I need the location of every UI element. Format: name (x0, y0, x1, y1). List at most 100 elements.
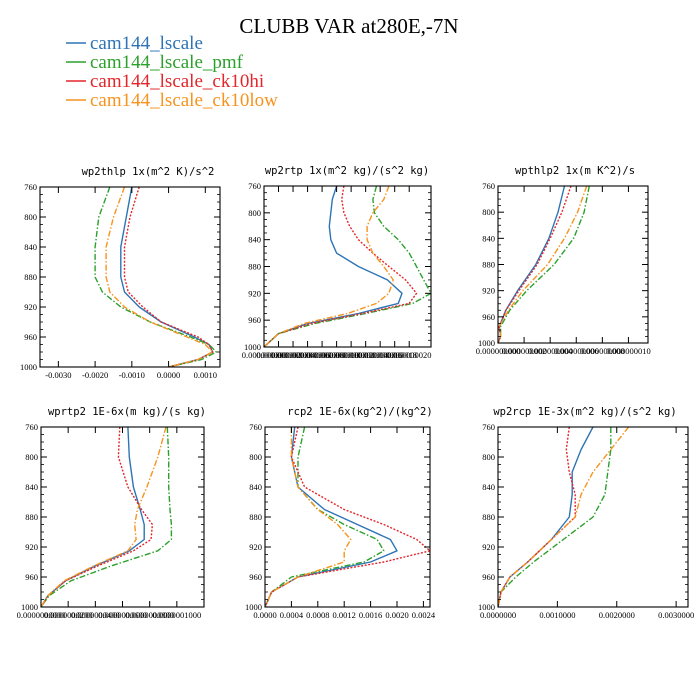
y-tick-label: 1000 (21, 602, 38, 612)
y-tick-label: 880 (25, 512, 38, 522)
panel-title: wp2rcp 1E-3x(m^2 kg)/(s^2 kg) (493, 406, 676, 418)
plot-frame (263, 185, 432, 348)
x-tick-label: 0.000000000 (242, 350, 287, 360)
y-tick-label: 760 (24, 182, 37, 192)
x-tick-label: 0.000000010 (606, 346, 651, 356)
y-tick-label: 1000 (20, 362, 37, 372)
y-tick-label: 960 (25, 572, 38, 582)
x-tick-label: 0.0000 (157, 370, 180, 380)
x-tick-label: 0.0004 (280, 610, 304, 620)
panel-3: wpthlp2 1x(m K^2)/s 760 800 840 880 920 960 100… (476, 165, 651, 356)
legend-item: cam144_lscale (66, 33, 203, 54)
series-line (498, 186, 588, 343)
series-line (265, 427, 430, 607)
series-line (498, 427, 576, 607)
series-line (41, 427, 173, 607)
y-tick-label: 760 (25, 422, 38, 432)
x-tick-label: 0.000000002 (502, 346, 547, 356)
x-tick-label: 0.0020000 (599, 610, 635, 620)
panel-2: wp2rtp 1x(m^2 kg)/(s^2 kg) 760 800 840 880 92… (242, 165, 432, 360)
legend-item: cam144_lscale_pmf (66, 52, 244, 73)
x-tick-label: 0.000000020 (387, 350, 432, 360)
x-tick-label: 0.0010000 (539, 610, 575, 620)
plot-frame (497, 185, 649, 344)
x-tick-label: 0.0000000200 (44, 610, 93, 620)
x-tick-label: 0.000000008 (580, 346, 625, 356)
figure-title: CLUBB VAR at280E,-7N (239, 14, 458, 38)
y-tick-label: 840 (25, 482, 38, 492)
x-tick-label: 0.000000008 (300, 350, 345, 360)
series-line (264, 186, 403, 347)
y-tick-label: 960 (248, 315, 261, 325)
x-tick-label: 0.0000000600 (98, 610, 147, 620)
y-tick-label: 760 (249, 422, 262, 432)
x-tick-label: 0.000000006 (285, 350, 330, 360)
series-line (264, 186, 431, 347)
panel-title: wp2thlp 1x(m^2 K)/s^2 (82, 166, 215, 178)
x-tick-label: 0.000000018 (372, 350, 417, 360)
y-tick-label: 840 (24, 242, 37, 252)
panel-title: wpthlp2 1x(m K^2)/s (515, 165, 635, 177)
y-tick-label: 800 (25, 452, 38, 462)
y-tick-label: 920 (25, 542, 38, 552)
y-tick-label: 920 (482, 542, 495, 552)
x-tick-label: 0.0000000 (480, 610, 516, 620)
x-tick-label: 0.0000001000 (152, 610, 201, 620)
y-tick-label: 800 (249, 452, 262, 462)
x-tick-label: -0.0020 (82, 370, 108, 380)
y-tick-label: 760 (482, 181, 495, 191)
x-tick-label: -0.0010 (119, 370, 145, 380)
y-tick-label: 800 (482, 207, 495, 217)
series-line (94, 187, 217, 367)
y-tick-label: 1000 (478, 602, 495, 612)
legend-label: cam144_lscale_ck10low (90, 90, 278, 111)
y-tick-label: 840 (482, 482, 495, 492)
series-line (265, 427, 385, 607)
x-tick-label: 0.0016 (359, 610, 382, 620)
y-tick-label: 960 (24, 332, 37, 342)
y-tick-label: 800 (24, 212, 37, 222)
series-line (498, 186, 572, 343)
y-tick-label: 1000 (244, 342, 261, 352)
y-tick-label: 1000 (478, 338, 495, 348)
x-tick-label: 0.000000010 (314, 350, 359, 360)
panel-5: rcp2 1E-6x(kg^2)/(kg^2) 760 800 840 880 920 96… (245, 406, 436, 620)
series-line (105, 187, 214, 367)
x-tick-label: 0.0010 (194, 370, 217, 380)
y-tick-label: 880 (24, 272, 37, 282)
series-line (264, 186, 418, 347)
legend-label: cam144_lscale (90, 33, 203, 54)
x-tick-label: -0.0030 (45, 370, 71, 380)
panel-6: wp2rcp 1E-3x(m^2 kg)/(s^2 kg) 760 800 840 88… (478, 406, 694, 620)
x-tick-label: 0.000000004 (271, 350, 316, 360)
x-tick-label: 0.000000014 (343, 350, 388, 360)
x-tick-label: 0.0000000400 (71, 610, 120, 620)
x-tick-label: 0.000000002 (256, 350, 301, 360)
y-tick-label: 880 (249, 512, 262, 522)
panel-4: wprtp2 1E-6x(m kg)/(s kg) 760 800 840 880 920… (17, 406, 206, 620)
x-tick-label: 0.000000006 (554, 346, 599, 356)
series-line (498, 427, 612, 607)
panel-title: wp2rtp 1x(m^2 kg)/(s^2 kg) (265, 165, 429, 177)
panel-1: wp2thlp 1x(m^2 K)/s^2 760 800 840 880 920 960 1… (20, 166, 221, 380)
y-tick-label: 960 (249, 572, 262, 582)
x-tick-label: 0.0000 (253, 610, 276, 620)
y-tick-label: 880 (248, 262, 261, 272)
y-tick-label: 840 (482, 233, 495, 243)
series-line (120, 187, 214, 367)
y-tick-label: 960 (482, 312, 495, 322)
y-tick-label: 840 (248, 235, 261, 245)
plot-frame (264, 426, 431, 608)
x-tick-label: 0.0000000000 (17, 610, 66, 620)
series-line (498, 186, 590, 343)
plot-frame (39, 186, 221, 368)
x-tick-label: 0.000000016 (358, 350, 403, 360)
x-tick-label: 0.000000012 (329, 350, 374, 360)
series-line (41, 427, 167, 607)
y-tick-label: 760 (248, 181, 261, 191)
y-tick-label: 800 (482, 452, 495, 462)
panel-title: wprtp2 1E-6x(m kg)/(s kg) (48, 406, 206, 418)
series-line (41, 427, 145, 607)
y-tick-label: 840 (249, 482, 262, 492)
